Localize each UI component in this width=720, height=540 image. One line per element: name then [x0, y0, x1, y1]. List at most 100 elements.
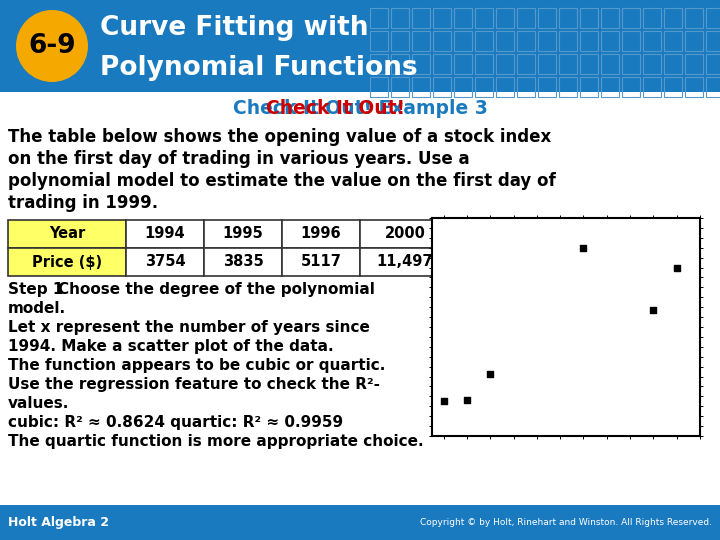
Text: Check It Out! Example 3: Check It Out! Example 3 — [233, 98, 487, 118]
Text: model.: model. — [8, 301, 66, 316]
Text: 3835: 3835 — [222, 254, 264, 269]
Text: 3754: 3754 — [145, 254, 185, 269]
Bar — [559, 31, 577, 51]
Text: 1994. Make a scatter plot of the data.: 1994. Make a scatter plot of the data. — [8, 339, 333, 354]
Text: 5117: 5117 — [300, 254, 341, 269]
Bar — [391, 31, 409, 51]
Bar — [517, 77, 535, 97]
Bar — [360, 248, 450, 276]
Bar — [8, 220, 126, 248]
Bar — [528, 248, 606, 276]
Bar — [204, 248, 282, 276]
Bar — [706, 77, 720, 97]
Bar — [370, 54, 388, 74]
Bar — [496, 8, 514, 28]
Bar — [643, 54, 661, 74]
Bar — [517, 31, 535, 51]
Bar — [454, 31, 472, 51]
Point — [577, 244, 589, 252]
Bar — [412, 31, 430, 51]
Text: Price ($): Price ($) — [32, 254, 102, 269]
Bar — [412, 77, 430, 97]
Text: Holt Algebra 2: Holt Algebra 2 — [8, 516, 109, 529]
Bar — [664, 8, 682, 28]
Bar — [475, 77, 493, 97]
Bar — [685, 77, 703, 97]
Bar — [8, 248, 126, 276]
Text: cubic: R² ≈ 0.8624 quartic: R² ≈ 0.9959: cubic: R² ≈ 0.8624 quartic: R² ≈ 0.9959 — [8, 415, 343, 430]
Bar — [454, 77, 472, 97]
Bar — [433, 31, 451, 51]
Bar — [370, 77, 388, 97]
Text: 2000: 2000 — [384, 226, 426, 241]
Bar — [391, 54, 409, 74]
Text: 10,454: 10,454 — [539, 254, 595, 269]
Bar — [643, 77, 661, 97]
Bar — [496, 77, 514, 97]
Bar — [454, 54, 472, 74]
Bar — [538, 77, 556, 97]
Bar — [580, 8, 598, 28]
Bar — [475, 8, 493, 28]
Bar — [450, 220, 528, 248]
Bar — [391, 8, 409, 28]
Point — [462, 395, 473, 404]
Bar — [204, 220, 282, 248]
Bar — [685, 54, 703, 74]
Text: Copyright © by Holt, Rinehart and Winston. All Rights Reserved.: Copyright © by Holt, Rinehart and Winsto… — [420, 518, 712, 527]
Point — [647, 306, 659, 315]
Bar — [412, 54, 430, 74]
Bar — [538, 31, 556, 51]
Bar — [433, 8, 451, 28]
Text: The table below shows the opening value of a stock index: The table below shows the opening value … — [8, 128, 552, 146]
Text: Curve Fitting with: Curve Fitting with — [100, 15, 369, 41]
Circle shape — [16, 10, 88, 82]
Bar — [601, 8, 619, 28]
Bar — [528, 220, 606, 248]
Point — [671, 264, 683, 273]
Bar — [559, 77, 577, 97]
Bar — [559, 8, 577, 28]
Point — [485, 370, 496, 379]
Bar — [450, 248, 528, 276]
Text: Step 1: Step 1 — [8, 282, 68, 297]
Bar — [360, 220, 450, 248]
Text: 1995: 1995 — [222, 226, 264, 241]
Bar — [412, 8, 430, 28]
Bar — [496, 54, 514, 74]
Text: The function appears to be cubic or quartic.: The function appears to be cubic or quar… — [8, 358, 385, 373]
Point — [438, 397, 449, 406]
Text: 11,497: 11,497 — [377, 254, 433, 269]
Text: The quartic function is more appropriate choice.: The quartic function is more appropriate… — [8, 434, 423, 449]
Text: 1994: 1994 — [145, 226, 185, 241]
Bar — [538, 54, 556, 74]
Bar — [538, 8, 556, 28]
Bar — [643, 31, 661, 51]
Text: 1996: 1996 — [301, 226, 341, 241]
Bar — [601, 54, 619, 74]
Text: 2004: 2004 — [546, 226, 588, 241]
Bar — [282, 220, 360, 248]
Bar — [664, 54, 682, 74]
Bar — [126, 248, 204, 276]
Bar — [622, 77, 640, 97]
Text: 6-9: 6-9 — [28, 33, 76, 59]
Bar — [282, 248, 360, 276]
Text: polynomial model to estimate the value on the first day of: polynomial model to estimate the value o… — [8, 172, 556, 190]
Bar — [370, 31, 388, 51]
Text: Polynomial Functions: Polynomial Functions — [100, 55, 418, 81]
Bar — [601, 31, 619, 51]
Bar — [559, 54, 577, 74]
Bar — [517, 8, 535, 28]
Bar — [685, 31, 703, 51]
Bar — [126, 220, 204, 248]
Bar — [580, 31, 598, 51]
Bar — [622, 8, 640, 28]
Text: values.: values. — [8, 396, 69, 411]
Bar — [391, 77, 409, 97]
Bar — [433, 77, 451, 97]
Text: Check It Out!: Check It Out! — [266, 98, 405, 118]
Text: Let x represent the number of years since: Let x represent the number of years sinc… — [8, 320, 370, 335]
Bar — [685, 8, 703, 28]
Bar — [454, 8, 472, 28]
